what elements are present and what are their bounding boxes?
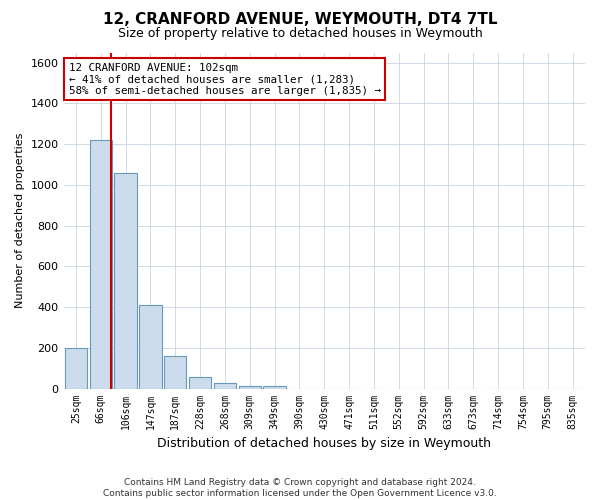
- Bar: [65, 348, 87, 389]
- Bar: [214, 384, 236, 388]
- Text: 12, CRANFORD AVENUE, WEYMOUTH, DT4 7TL: 12, CRANFORD AVENUE, WEYMOUTH, DT4 7TL: [103, 12, 497, 28]
- Bar: [139, 305, 161, 388]
- Text: 12 CRANFORD AVENUE: 102sqm
← 41% of detached houses are smaller (1,283)
58% of s: 12 CRANFORD AVENUE: 102sqm ← 41% of deta…: [69, 62, 381, 96]
- Bar: [164, 356, 187, 388]
- Bar: [189, 378, 211, 388]
- Bar: [89, 140, 112, 388]
- Text: Size of property relative to detached houses in Weymouth: Size of property relative to detached ho…: [118, 28, 482, 40]
- X-axis label: Distribution of detached houses by size in Weymouth: Distribution of detached houses by size …: [157, 437, 491, 450]
- Bar: [263, 386, 286, 388]
- Text: Contains HM Land Registry data © Crown copyright and database right 2024.
Contai: Contains HM Land Registry data © Crown c…: [103, 478, 497, 498]
- Bar: [239, 386, 261, 388]
- Bar: [115, 172, 137, 388]
- Y-axis label: Number of detached properties: Number of detached properties: [15, 133, 25, 308]
